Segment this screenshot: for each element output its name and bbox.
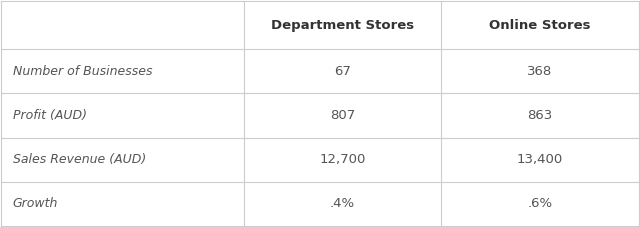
Text: 368: 368 [527,65,552,78]
Text: Department Stores: Department Stores [271,19,414,32]
Text: 807: 807 [330,109,355,122]
Text: 13,400: 13,400 [516,153,563,166]
Text: 863: 863 [527,109,552,122]
Text: Growth: Growth [13,197,58,210]
Text: .6%: .6% [527,197,552,210]
Text: Online Stores: Online Stores [489,19,591,32]
Text: Number of Businesses: Number of Businesses [13,65,152,78]
Text: .4%: .4% [330,197,355,210]
Text: 67: 67 [334,65,351,78]
Text: 12,700: 12,700 [319,153,365,166]
Text: Sales Revenue (AUD): Sales Revenue (AUD) [13,153,146,166]
Text: Profit (AUD): Profit (AUD) [13,109,87,122]
